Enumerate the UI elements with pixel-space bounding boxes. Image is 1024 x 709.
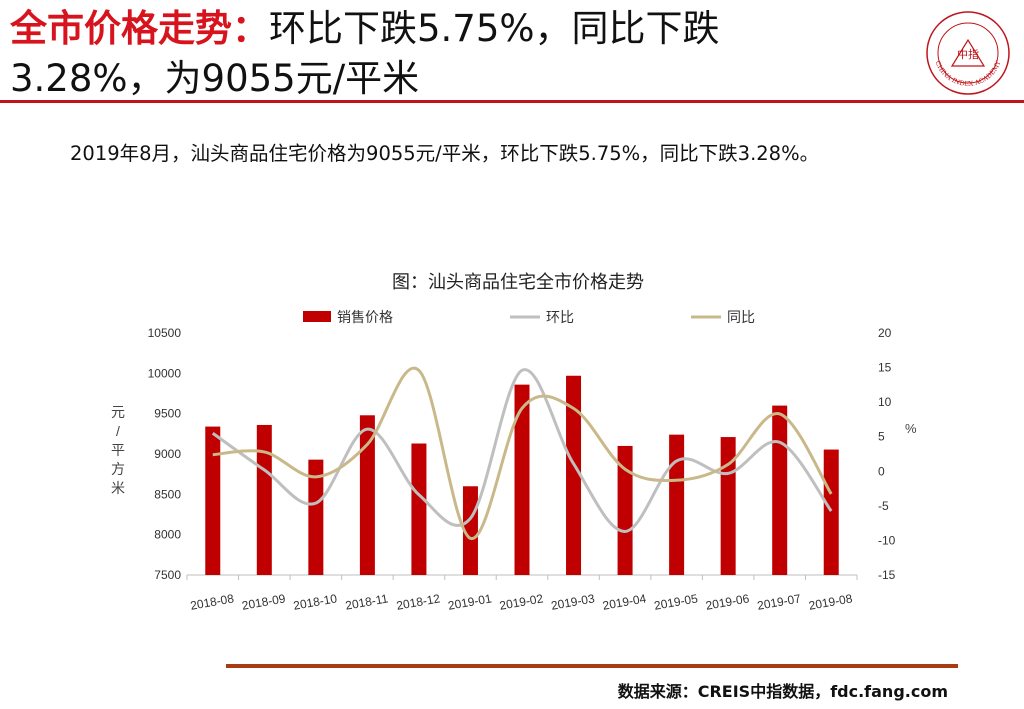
legend-label-bar: 销售价格	[337, 309, 393, 325]
right-axis-tick: -10	[878, 533, 896, 547]
x-axis-tick-label: 2019-03	[550, 591, 596, 612]
legend-label-mom: 环比	[546, 309, 574, 325]
line-mom	[211, 368, 833, 533]
right-axis-label: %	[905, 421, 917, 436]
left-axis-tick: 7500	[154, 568, 181, 582]
chart-title: 图：汕头商品住宅全市价格走势	[392, 272, 644, 292]
right-axis-tick: 15	[878, 361, 892, 375]
left-axis-tick: 8000	[154, 528, 181, 542]
x-axis-tick-label: 2019-01	[447, 591, 493, 612]
title-line2: 3.28%，为9055元/平米	[10, 57, 420, 100]
seal-logo: 中指 CHINA INDEX ACADEMY	[926, 11, 1010, 95]
left-axis-label: 元/平方米	[111, 404, 125, 496]
footer-divider	[226, 664, 958, 668]
legend-label-yoy: 同比	[727, 309, 755, 325]
right-axis-tick: 5	[878, 430, 885, 444]
bar-price	[462, 486, 478, 575]
line-yoy	[212, 366, 833, 540]
bar-price	[514, 384, 530, 575]
x-axis-tick-label: 2019-04	[601, 591, 647, 612]
x-axis-tick-label: 2019-02	[498, 591, 544, 612]
title-divider	[0, 100, 1024, 103]
page-title: 全市价格走势：环比下跌5.75%，同比下跌 3.28%，为9055元/平米	[10, 4, 910, 104]
left-axis-tick: 10500	[148, 326, 182, 340]
right-axis-tick: -15	[878, 568, 896, 582]
x-axis-tick-label: 2018-08	[189, 591, 235, 612]
right-axis-tick: 10	[878, 395, 892, 409]
right-axis-tick: 20	[878, 326, 892, 340]
right-axis-tick: 0	[878, 464, 885, 478]
bar-price	[772, 405, 788, 575]
x-axis-tick-label: 2018-10	[292, 591, 338, 612]
x-axis-tick-label: 2019-06	[705, 591, 751, 612]
left-axis-tick: 8500	[154, 487, 181, 501]
title-line1: 环比下跌5.75%，同比下跌	[269, 7, 720, 50]
title-highlight: 全市价格走势：	[10, 7, 269, 50]
left-axis-tick: 10000	[148, 366, 182, 380]
logo-center-text: 中指	[957, 47, 979, 61]
x-axis-tick-label: 2018-09	[241, 591, 287, 612]
x-axis-tick-label: 2018-12	[395, 591, 441, 612]
data-source: 数据来源：CREIS中指数据，fdc.fang.com	[617, 682, 948, 701]
bar-price	[359, 415, 375, 575]
x-axis-tick-label: 2019-07	[756, 591, 802, 612]
summary-text: 2019年8月，汕头商品住宅价格为9055元/平米，环比下跌5.75%，同比下跌…	[70, 142, 820, 165]
bar-price	[566, 375, 582, 575]
bar-price	[617, 445, 633, 575]
bar-price	[205, 426, 221, 575]
bar-price	[669, 434, 685, 575]
left-axis-tick: 9500	[154, 407, 181, 421]
left-axis-tick: 9000	[154, 447, 181, 461]
x-axis-tick-label: 2018-11	[344, 591, 389, 612]
bar-price	[308, 459, 324, 575]
x-axis-tick-label: 2019-08	[808, 591, 854, 612]
x-axis-tick-label: 2019-05	[653, 591, 699, 612]
bar-price	[411, 443, 427, 575]
legend-swatch-bar	[303, 311, 331, 322]
right-axis-tick: -5	[878, 499, 889, 513]
bar-price	[823, 449, 839, 575]
bar-price	[256, 424, 272, 575]
